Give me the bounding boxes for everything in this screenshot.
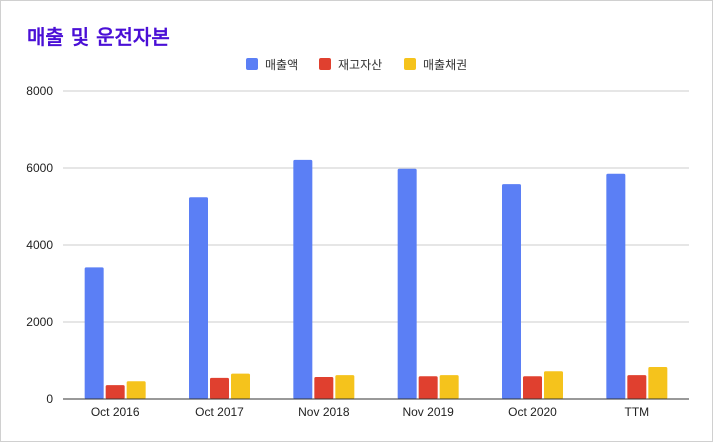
bar-2 xyxy=(627,375,647,399)
y-tick-label: 8000 xyxy=(26,84,53,98)
bar-3 xyxy=(439,375,459,399)
y-tick-label: 4000 xyxy=(26,238,53,252)
legend-label: 매출액 xyxy=(265,58,298,72)
bar-1 xyxy=(397,168,417,399)
bar-3 xyxy=(126,381,146,399)
bar-3 xyxy=(231,373,250,399)
y-tick-label: 0 xyxy=(46,392,53,406)
bar-1 xyxy=(293,159,313,399)
bar-2 xyxy=(210,377,229,399)
x-tick-label: Nov 2018 xyxy=(298,405,350,419)
x-tick-label: Nov 2019 xyxy=(402,405,454,419)
y-tick-label: 2000 xyxy=(26,315,53,329)
x-tick-label: Oct 2016 xyxy=(91,405,140,419)
legend-label: 매출채권 xyxy=(423,58,467,72)
bar-1 xyxy=(84,267,104,399)
x-tick-label: Oct 2020 xyxy=(508,405,557,419)
bar-3 xyxy=(544,371,563,399)
x-tick-label: Oct 2017 xyxy=(195,405,244,419)
y-tick-label: 6000 xyxy=(26,161,53,175)
bar-3 xyxy=(648,367,668,399)
bar-1 xyxy=(189,197,208,399)
bar-1 xyxy=(502,184,521,399)
bar-2 xyxy=(105,385,125,399)
legend-label: 재고자산 xyxy=(338,58,382,72)
bar-2 xyxy=(418,376,438,399)
x-tick-label: TTM xyxy=(625,405,650,419)
chart-title: 매출 및 운전자본 xyxy=(27,25,170,49)
bar-3 xyxy=(335,375,355,399)
bar-1 xyxy=(606,173,626,399)
bar-2 xyxy=(314,377,334,399)
legend-swatch xyxy=(319,58,331,70)
bar-2 xyxy=(523,376,542,399)
legend-swatch xyxy=(246,58,258,70)
legend-swatch xyxy=(404,58,416,70)
